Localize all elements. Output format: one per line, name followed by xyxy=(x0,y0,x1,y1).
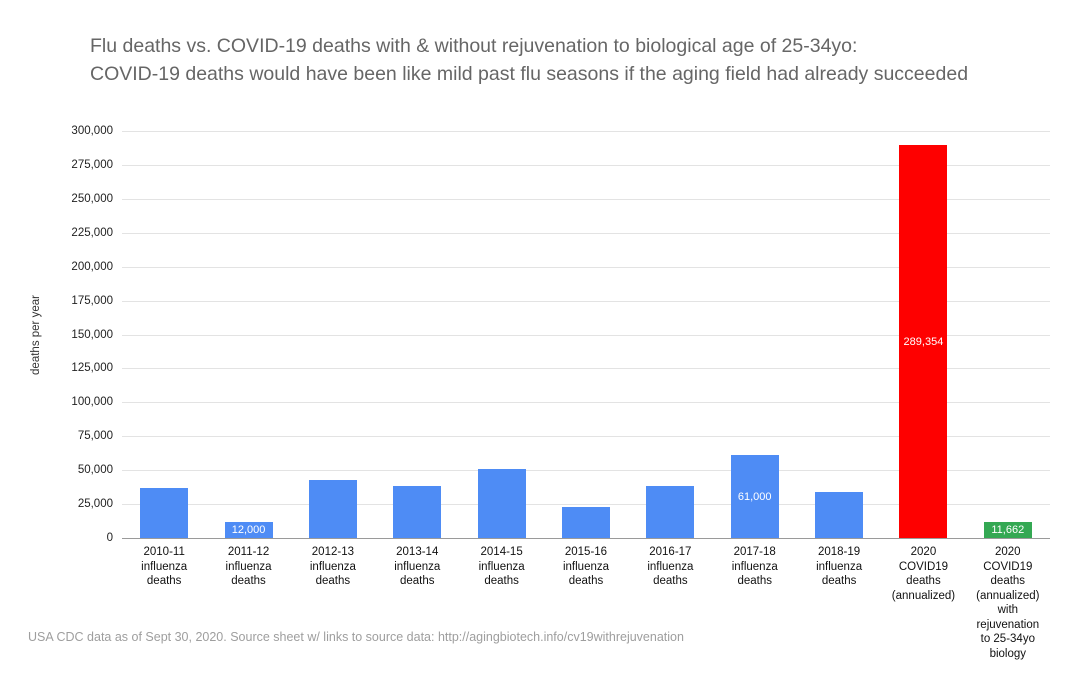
x-axis-label: 2011-12 influenza deaths xyxy=(225,546,272,587)
y-axis-tick-label: 175,000 xyxy=(71,294,113,307)
bar-band xyxy=(291,131,375,538)
bar-band xyxy=(797,131,881,538)
y-axis-tick-label: 75,000 xyxy=(77,430,113,443)
bar-band xyxy=(544,131,628,538)
x-axis-label: 2012-13 influenza deaths xyxy=(309,546,356,587)
bar xyxy=(308,479,357,538)
gridline xyxy=(122,300,1050,302)
bar: 12,000 xyxy=(224,521,273,538)
bar-value-label: 12,000 xyxy=(231,523,266,536)
gridline xyxy=(122,266,1050,268)
x-axis-label: 2014-15 influenza deaths xyxy=(478,546,525,587)
y-axis-tick-label: 275,000 xyxy=(71,158,113,171)
x-axis-label: 2018-19 influenza deaths xyxy=(816,546,863,587)
bar: 11,662 xyxy=(983,522,1032,538)
y-axis-tick-label: 250,000 xyxy=(71,192,113,205)
gridline xyxy=(122,470,1050,472)
bar xyxy=(815,491,864,538)
y-axis-tick-label: 25,000 xyxy=(77,498,113,511)
y-axis-tick-label: 125,000 xyxy=(71,362,113,375)
bar-band xyxy=(122,131,206,538)
y-axis-tick-label: 200,000 xyxy=(71,260,113,273)
bar-band: 11,662 xyxy=(966,131,1050,538)
bar-band xyxy=(375,131,459,538)
bar-band: 12,000 xyxy=(206,131,290,538)
bar: 61,000 xyxy=(730,455,779,538)
gridline xyxy=(122,504,1050,506)
bar xyxy=(561,506,610,538)
x-axis-label: 2010-11 influenza deaths xyxy=(141,546,188,587)
source-note: USA CDC data as of Sept 30, 2020. Source… xyxy=(28,630,684,644)
gridline xyxy=(122,334,1050,336)
x-axis-label: 2016-17 influenza deaths xyxy=(647,546,694,587)
bar-value-label: 289,354 xyxy=(903,335,944,348)
y-axis-tick-label: 50,000 xyxy=(77,464,113,477)
gridline xyxy=(122,198,1050,200)
bar-value-label: 61,000 xyxy=(737,490,772,503)
bar-value-label: 11,662 xyxy=(991,524,1025,537)
bar-band: 289,354 xyxy=(881,131,965,538)
gridline xyxy=(122,368,1050,370)
bar-band: 61,000 xyxy=(713,131,797,538)
x-axis-label: 2020 COVID19 deaths (annualized) xyxy=(891,546,956,602)
bar-band xyxy=(628,131,712,538)
y-axis-tick-labels: 0 25,000 50,000 75,000 100,000 125,000 150,000… xyxy=(0,125,113,544)
bar xyxy=(140,487,189,538)
gridline xyxy=(122,232,1050,234)
y-axis-tick-label: 150,000 xyxy=(71,328,113,341)
chart-title-line2: COVID-19 deaths would have been like mil… xyxy=(90,63,969,85)
x-axis-line xyxy=(122,538,1050,539)
bar: 289,354 xyxy=(899,145,948,538)
bar-band xyxy=(459,131,543,538)
x-axis-label: 2013-14 influenza deaths xyxy=(394,546,441,587)
bar xyxy=(477,468,526,538)
bar xyxy=(646,486,695,538)
plot-area: 12,000 61,000 289,354 11,662 xyxy=(122,131,1050,539)
y-axis-tick-label: 0 xyxy=(106,532,113,544)
y-axis-tick-label: 100,000 xyxy=(71,396,113,409)
gridline xyxy=(122,131,1050,132)
chart-title: Flu deaths vs. COVID-19 deaths with & wi… xyxy=(90,32,968,88)
y-axis-tick-label: 300,000 xyxy=(71,125,113,137)
x-axis-label: 2015-16 influenza deaths xyxy=(562,546,610,587)
x-axis-label: 2017-18 influenza deaths xyxy=(731,546,778,587)
gridline xyxy=(122,402,1050,404)
gridline xyxy=(122,436,1050,438)
bar xyxy=(393,486,442,538)
y-axis-tick-label: 225,000 xyxy=(71,226,113,239)
gridline xyxy=(122,164,1050,166)
x-axis-label: 2020 COVID19 deaths (annualized) with re… xyxy=(976,546,1040,660)
chart-title-line1: Flu deaths vs. COVID-19 deaths with & wi… xyxy=(90,35,858,57)
